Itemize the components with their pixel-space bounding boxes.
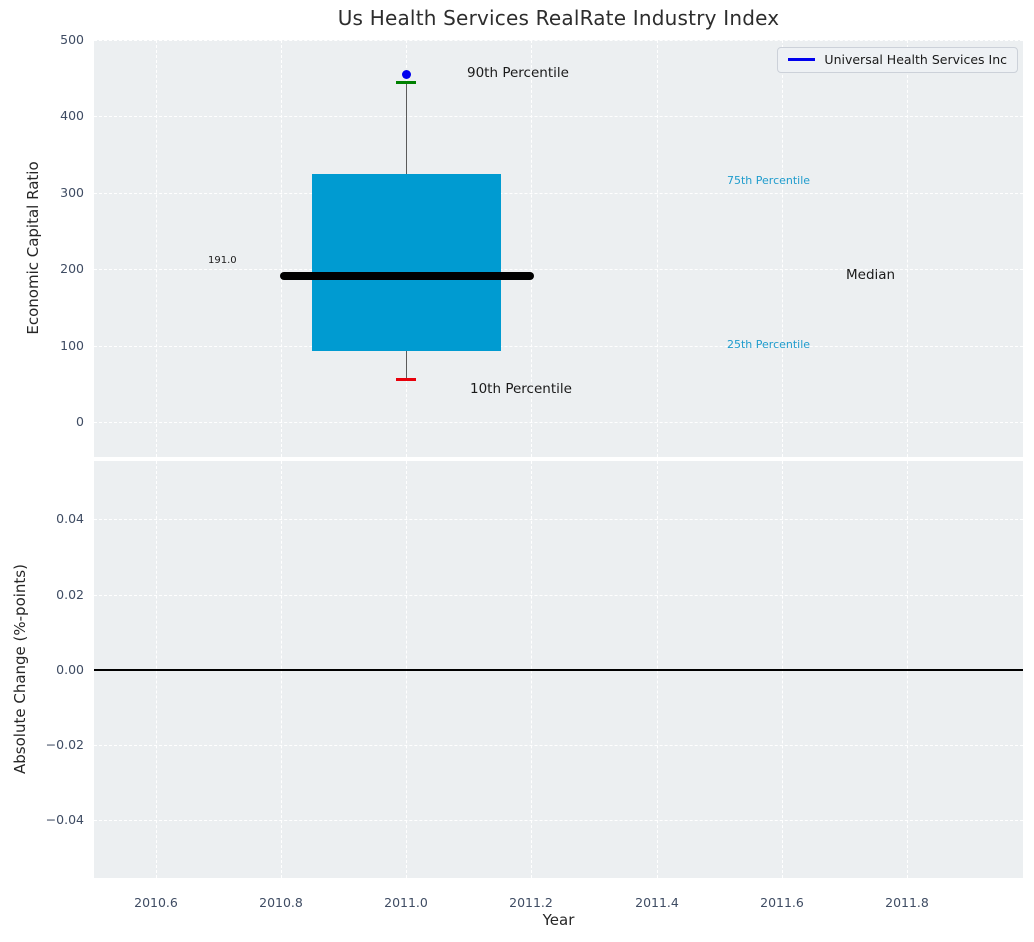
top-ytick-500: 500 [60,32,84,47]
xtick-2011-0: 2011.0 [384,895,428,910]
gridline [531,40,532,457]
gridline [657,40,658,457]
iqr-box [312,174,501,351]
gridline [94,820,1023,821]
x-axis-label: Year [542,911,575,929]
xtick-2011-8: 2011.8 [885,895,929,910]
gridline [94,193,1023,194]
top-ytick-400: 400 [60,108,84,123]
top-ytick-0: 0 [76,414,84,429]
bottom-ytick-002: 0.02 [56,587,84,602]
median-value-label: 191.0 [208,255,237,266]
xtick-2010-8: 2010.8 [259,895,303,910]
xtick-2011-4: 2011.4 [635,895,679,910]
top-ytick-200: 200 [60,261,84,276]
gridline [94,346,1023,347]
median-line [280,272,534,280]
p10-annotation: 10th Percentile [470,381,572,397]
bottom-ytick-000: 0.00 [56,662,84,677]
legend-line-sample [788,58,816,61]
gridline [907,40,908,457]
gridline [94,519,1023,520]
bottom-ytick-n002: −0.02 [45,737,84,752]
p25-annotation: 25th Percentile [727,338,811,351]
top-ytick-300: 300 [60,185,84,200]
gridline [94,40,1023,41]
p10-cap [396,377,416,381]
p75-annotation: 75th Percentile [727,174,811,187]
gridline [94,595,1023,596]
xtick-2010-6: 2010.6 [134,895,178,910]
bottom-ytick-n004: −0.04 [45,812,84,827]
gridline [94,116,1023,117]
bottom-ytick-004: 0.04 [56,511,84,526]
gridline [281,40,282,457]
top-ytick-100: 100 [60,338,84,353]
chart-title: Us Health Services RealRate Industry Ind… [337,6,780,30]
gridline [94,745,1023,746]
gridline [94,269,1023,270]
zero-reference-line [94,669,1023,671]
xtick-2011-2: 2011.2 [509,895,553,910]
gridline [782,40,783,457]
legend: Universal Health Services Inc [777,47,1018,73]
company-marker-dot [401,69,411,79]
gridline [94,422,1023,423]
top-plot-area: 90th Percentile 75th Percentile Median 2… [94,40,1023,457]
xtick-2011-6: 2011.6 [760,895,804,910]
legend-label: Universal Health Services Inc [824,52,1007,67]
median-annotation: Median [846,267,896,283]
p90-cap [396,80,416,84]
bottom-plot-area [94,461,1023,878]
gridline [156,40,157,457]
p90-annotation: 90th Percentile [467,65,569,81]
